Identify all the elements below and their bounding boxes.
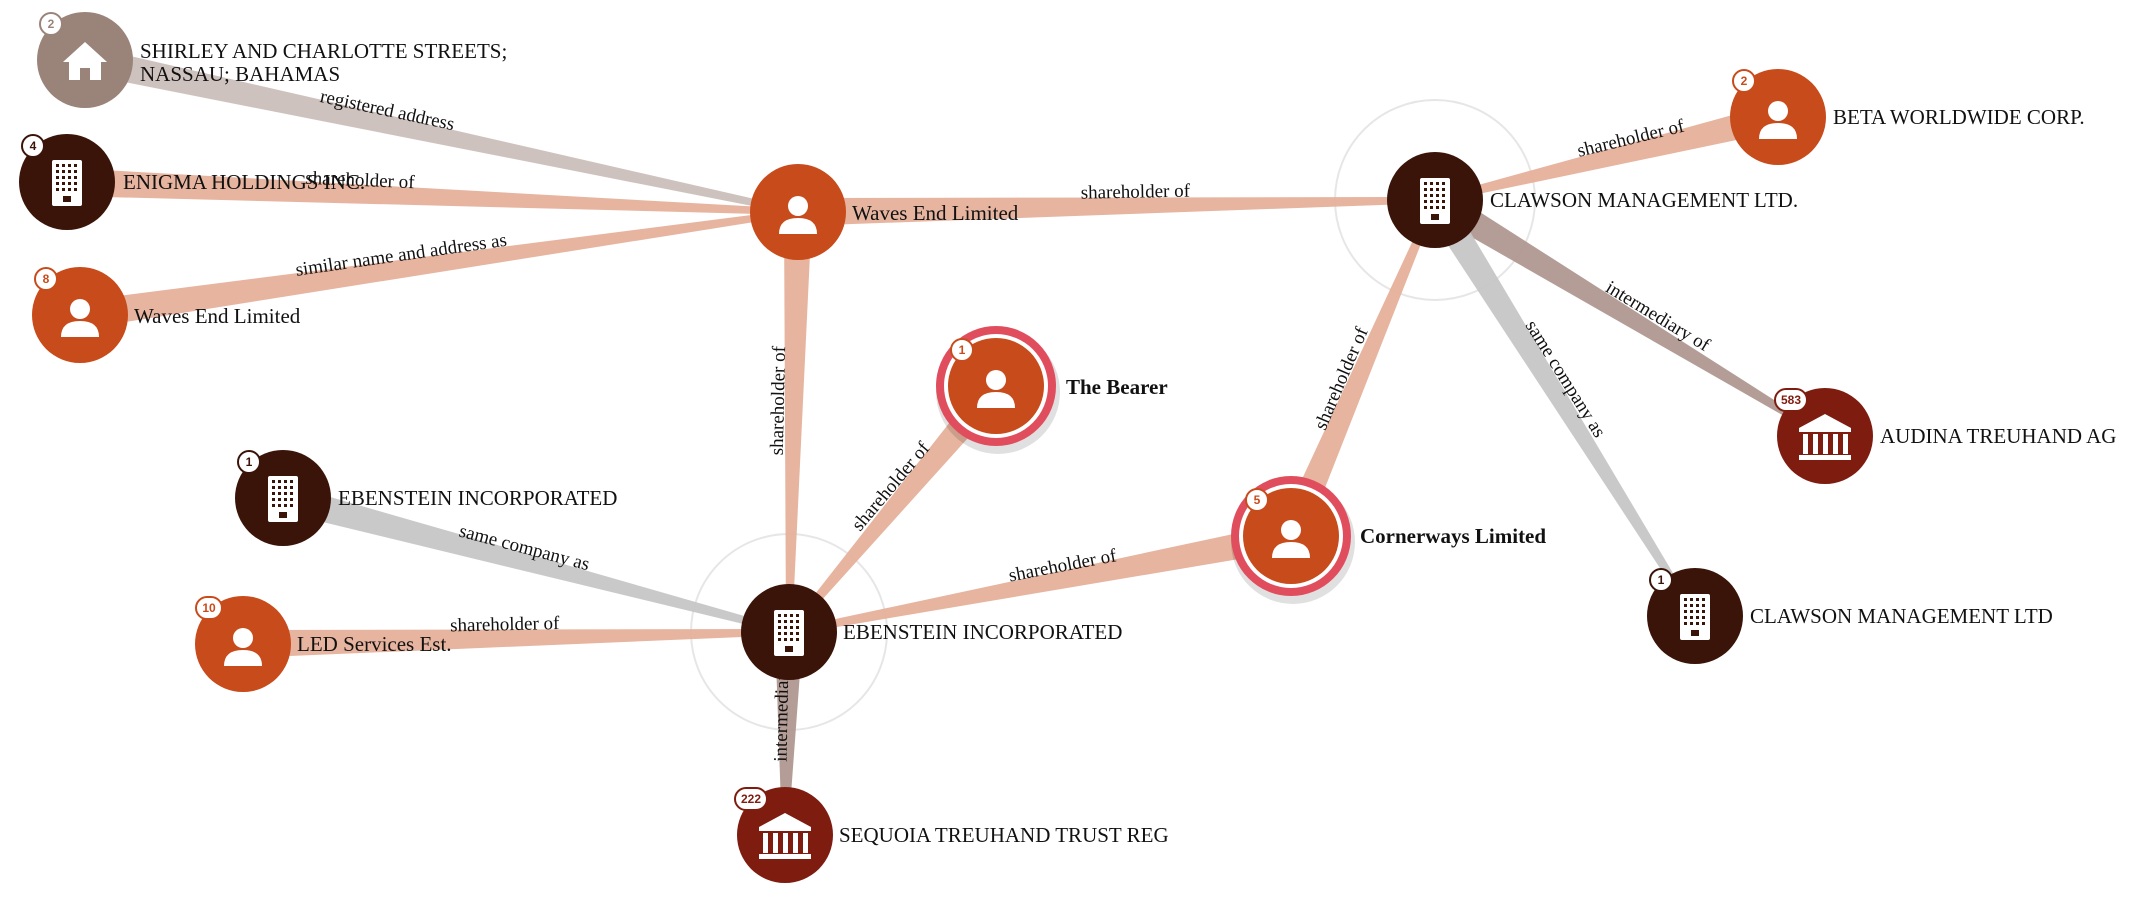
node-enigma[interactable]: 4 ENIGMA HOLDINGS INC. (19, 134, 365, 230)
edge-shareholder[interactable] (242, 629, 790, 658)
edge-shareholder[interactable] (1278, 198, 1438, 542)
count-badge: 583 (1774, 388, 1808, 412)
edge-shareholder[interactable] (788, 522, 1294, 635)
node-led[interactable]: 10 LED Services Est. (195, 596, 452, 692)
node-label: SHIRLEY AND CHARLOTTE STREETS; (140, 39, 507, 63)
badge-count: 1 (1658, 573, 1665, 587)
edge-intermediary[interactable] (1427, 188, 1827, 439)
count-badge: 5 (1245, 488, 1269, 512)
edge-shareholder[interactable] (797, 197, 1436, 226)
node-label: BETA WORLDWIDE CORP. (1833, 105, 2085, 129)
edge-label: shareholder of (767, 345, 790, 455)
badge-count: 8 (43, 272, 50, 286)
badge-count: 5 (1254, 493, 1261, 507)
node-label: Waves End Limited (134, 304, 301, 328)
edge-same[interactable] (279, 484, 790, 635)
edge-intermediary[interactable] (775, 631, 803, 836)
count-badge: 1 (950, 338, 974, 362)
node-eben1[interactable]: EBENSTEIN INCORPORATED (741, 584, 1122, 680)
edge-shareholder[interactable] (784, 211, 812, 633)
node-eben2[interactable]: 1 EBENSTEIN INCORPORATED (235, 450, 617, 546)
node-label: Waves End Limited (852, 201, 1019, 225)
edge-shareholder[interactable] (1434, 103, 1782, 203)
node-label: EBENSTEIN INCORPORATED (843, 620, 1122, 644)
edge-label: shareholder of (450, 613, 560, 636)
badge-count: 4 (30, 139, 37, 153)
badge-count: 2 (48, 17, 55, 31)
node-audina[interactable]: 583 AUDINA TREUHAND AG (1774, 388, 2116, 484)
person-icon (61, 299, 99, 337)
person-icon (1759, 101, 1797, 139)
node-label: The Bearer (1066, 375, 1168, 399)
node-addr[interactable]: 2 SHIRLEY AND CHARLOTTE STREETS;NASSAU; B… (37, 12, 507, 108)
node-label: ENIGMA HOLDINGS INC. (123, 170, 365, 194)
badge-count: 583 (1781, 393, 1801, 407)
edge-shareholder[interactable] (78, 209, 799, 329)
count-badge: 2 (39, 12, 63, 36)
node-label: LED Services Est. (297, 632, 452, 656)
edge-shareholder[interactable] (66, 168, 799, 215)
node-label: EBENSTEIN INCORPORATED (338, 486, 617, 510)
count-badge: 222 (734, 787, 768, 811)
edge-registered[interactable] (82, 46, 799, 215)
edge-same[interactable] (1423, 192, 1698, 618)
edge-shareholder[interactable] (786, 376, 1007, 634)
node-sequoia[interactable]: 222 SEQUOIA TREUHAND TRUST REG (734, 787, 1169, 883)
person-icon (779, 196, 817, 234)
count-badge: 8 (34, 267, 58, 291)
count-badge: 2 (1732, 69, 1756, 93)
badge-count: 10 (202, 601, 216, 615)
edge-label: shareholder of (305, 168, 416, 193)
count-badge: 4 (21, 134, 45, 158)
badge-count: 1 (246, 455, 253, 469)
edge-label: shareholder of (1081, 181, 1191, 204)
count-badge: 10 (195, 596, 223, 620)
node-label: CLAWSON MANAGEMENT LTD (1750, 604, 2053, 628)
node-waves2[interactable]: 8 Waves End Limited (32, 267, 301, 363)
node-cornerways[interactable]: 5 Cornerways Limited (1231, 476, 1546, 604)
bank-icon (759, 813, 811, 859)
node-bearer[interactable]: 1 The Bearer (936, 326, 1168, 454)
node-clawson1[interactable]: CLAWSON MANAGEMENT LTD. (1387, 152, 1798, 248)
node-waves1[interactable]: Waves End Limited (750, 164, 1019, 260)
person-icon (1272, 520, 1310, 558)
edge-layer (66, 46, 1827, 836)
building-icon (1420, 178, 1450, 224)
badge-count: 222 (741, 792, 761, 806)
node-layer: 2 SHIRLEY AND CHARLOTTE STREETS;NASSAU; B… (19, 12, 2116, 883)
node-label: CLAWSON MANAGEMENT LTD. (1490, 188, 1798, 212)
node-label: NASSAU; BAHAMAS (140, 62, 340, 86)
building-icon (268, 476, 298, 522)
count-badge: 1 (1649, 568, 1673, 592)
building-icon (1680, 594, 1710, 640)
house-icon (63, 42, 107, 80)
building-icon (52, 160, 82, 206)
person-icon (977, 370, 1015, 408)
badge-count: 2 (1741, 74, 1748, 88)
building-icon (774, 610, 804, 656)
person-icon (224, 628, 262, 666)
node-label: Cornerways Limited (1360, 524, 1546, 548)
node-label: AUDINA TREUHAND AG (1880, 424, 2116, 448)
badge-count: 1 (959, 343, 966, 357)
count-badge: 1 (237, 450, 261, 474)
node-clawson2[interactable]: 1 CLAWSON MANAGEMENT LTD (1647, 568, 2053, 664)
bank-icon (1799, 414, 1851, 460)
node-label: SEQUOIA TREUHAND TRUST REG (839, 823, 1169, 847)
node-beta[interactable]: 2 BETA WORLDWIDE CORP. (1730, 69, 2085, 165)
